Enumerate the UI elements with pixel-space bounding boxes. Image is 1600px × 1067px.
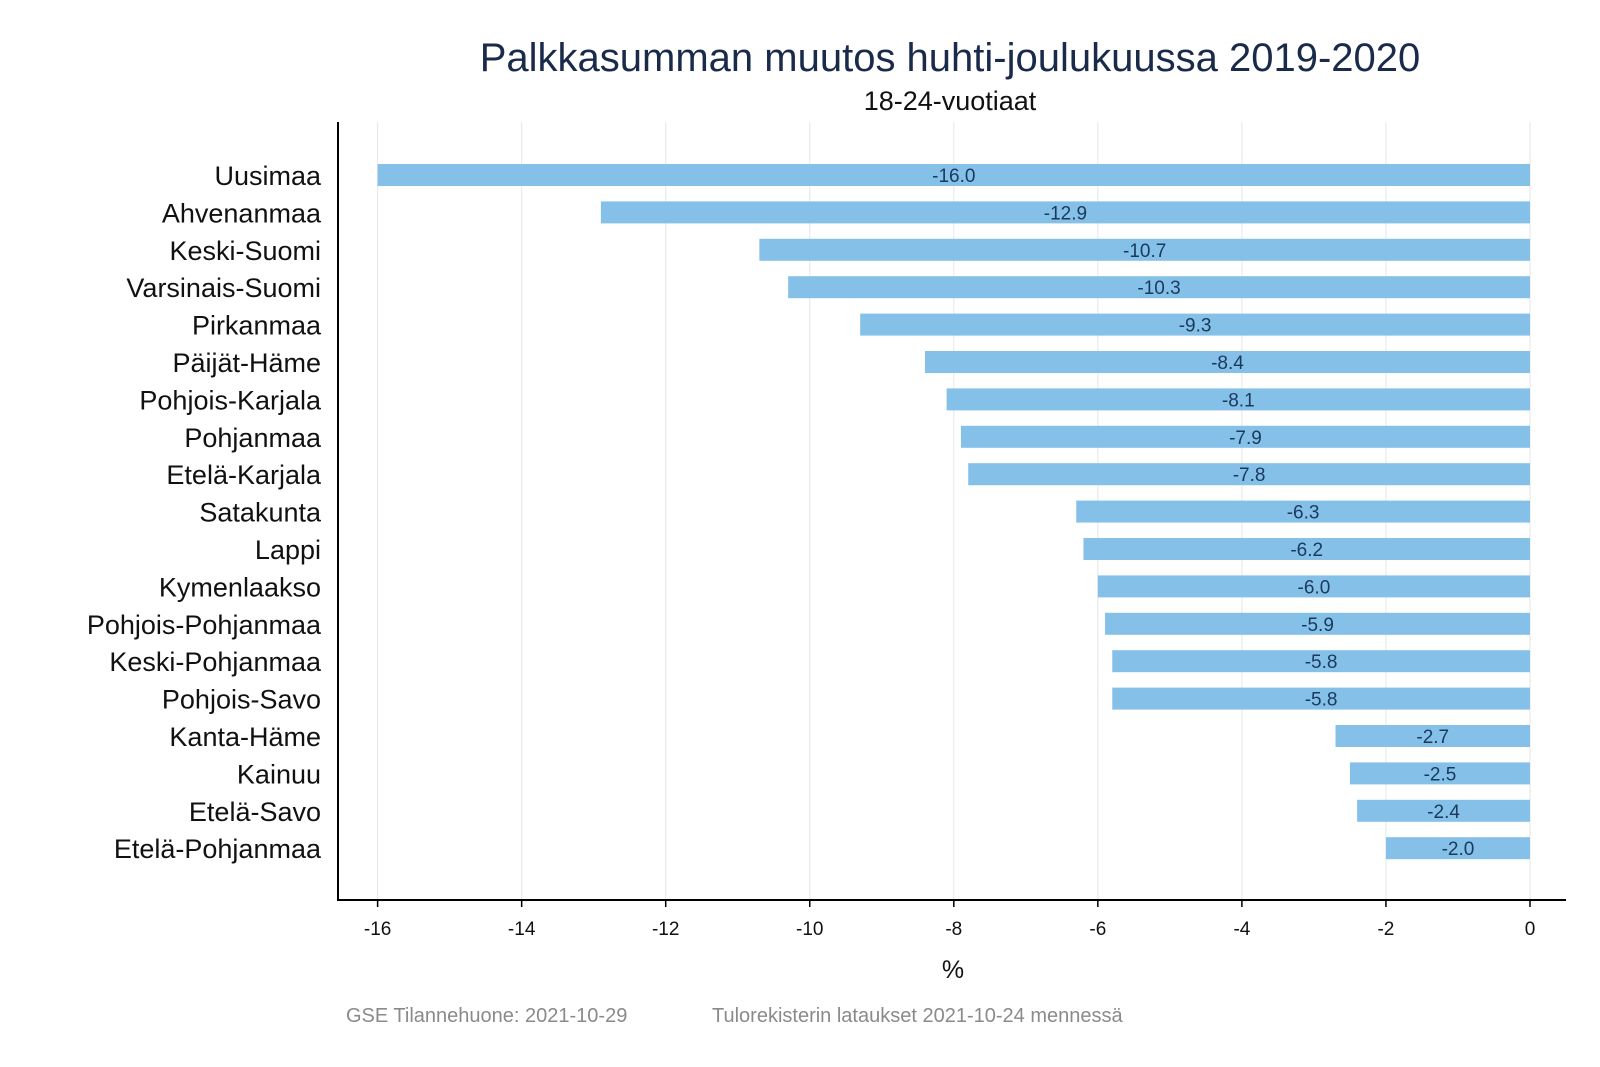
bar — [759, 238, 1530, 261]
x-tick-label: -12 — [652, 919, 679, 940]
x-tick-label: -6 — [1089, 919, 1106, 940]
bar — [1335, 725, 1530, 747]
x-tick-label: -2 — [1377, 919, 1394, 940]
bar-value-label: -2.7 — [1416, 727, 1449, 748]
bar — [1097, 575, 1530, 598]
bar-value-label: -2.0 — [1442, 839, 1475, 860]
category-label: Kanta-Häme — [169, 722, 321, 752]
bar — [1349, 762, 1530, 785]
category-label: Kymenlaakso — [159, 572, 321, 602]
bar-value-label: -7.9 — [1229, 428, 1262, 449]
chart-title: Palkkasumman muutos huhti-joulukuussa 20… — [479, 36, 1421, 80]
bar — [1105, 612, 1530, 635]
bar — [860, 313, 1530, 336]
category-label: Lappi — [255, 535, 321, 565]
bar-value-label: -6.3 — [1287, 503, 1320, 524]
bar-value-label: -16.0 — [932, 166, 975, 187]
bar — [924, 351, 1530, 373]
x-tick-label: -14 — [508, 919, 536, 940]
bar — [961, 425, 1530, 448]
category-label: Uusimaa — [214, 161, 322, 191]
bar-value-label: -9.3 — [1179, 316, 1212, 337]
x-ticks: -16 -14 -12 -10 -8 -6 -4 -2 0 — [364, 900, 1535, 940]
bar-value-label: -2.5 — [1424, 764, 1457, 785]
bar-value-label: -8.4 — [1211, 353, 1244, 374]
category-label: Etelä-Savo — [189, 797, 321, 827]
category-label: Päijät-Häme — [172, 348, 321, 378]
bar-value-label: -6.2 — [1290, 540, 1323, 561]
axes — [337, 122, 1566, 901]
bar-value-label: -5.8 — [1305, 690, 1338, 711]
bar-value-label: -5.9 — [1301, 615, 1334, 636]
category-label: Pohjois-Pohjanmaa — [87, 610, 322, 640]
bar-value-label: -5.8 — [1305, 652, 1338, 673]
footer-source: GSE Tilannehuone: 2021-10-29 — [346, 1005, 628, 1027]
x-axis-title: % — [942, 956, 964, 984]
bar — [600, 201, 1530, 224]
bars: -16.0 -12.9 -10.7 -10.3 -9.3 -8.4 -8.1 -7.9 -7.8… — [377, 164, 1530, 860]
category-label: Pohjanmaa — [184, 423, 322, 453]
category-label: Pohjois-Savo — [162, 685, 321, 715]
category-label: Etelä-Karjala — [166, 460, 322, 490]
bar-value-label: -8.1 — [1222, 390, 1255, 411]
bar — [788, 276, 1530, 299]
bar — [1083, 538, 1530, 560]
bar-value-label: -6.0 — [1298, 577, 1331, 598]
category-label: Pirkanmaa — [192, 311, 322, 341]
chart-subtitle: 18-24-vuotiaat — [863, 86, 1037, 116]
category-label: Satakunta — [199, 498, 322, 528]
bar-value-label: -10.3 — [1137, 278, 1180, 299]
bar — [1112, 687, 1530, 710]
footer-note: Tulorekisterin lataukset 2021-10-24 menn… — [712, 1005, 1123, 1027]
category-labels: Uusimaa Ahvenanmaa Keski-Suomi Varsinais-Su… — [87, 161, 322, 864]
bar — [1076, 500, 1530, 523]
category-label: Ahvenanmaa — [162, 198, 322, 228]
category-label: Pohjois-Karjala — [139, 385, 322, 415]
category-label: Varsinais-Suomi — [126, 273, 321, 303]
bar — [1357, 799, 1530, 822]
bar — [1112, 650, 1530, 673]
category-label: Keski-Suomi — [169, 236, 321, 266]
category-label: Etelä-Pohjanmaa — [114, 834, 322, 864]
bar — [377, 164, 1530, 186]
x-tick-label: -8 — [945, 919, 962, 940]
category-label: Kainuu — [237, 759, 321, 789]
category-label: Keski-Pohjanmaa — [109, 647, 322, 677]
bar — [946, 388, 1530, 411]
x-tick-label: -10 — [796, 919, 823, 940]
bar-value-label: -7.8 — [1233, 465, 1266, 486]
bar-value-label: -10.7 — [1123, 241, 1166, 262]
bar-value-label: -2.4 — [1427, 802, 1460, 823]
x-tick-label: -4 — [1233, 919, 1250, 940]
bar — [1385, 837, 1530, 860]
x-tick-label: 0 — [1525, 919, 1536, 940]
bar-value-label: -12.9 — [1044, 203, 1087, 224]
x-tick-label: -16 — [364, 919, 391, 940]
bar — [968, 463, 1530, 486]
